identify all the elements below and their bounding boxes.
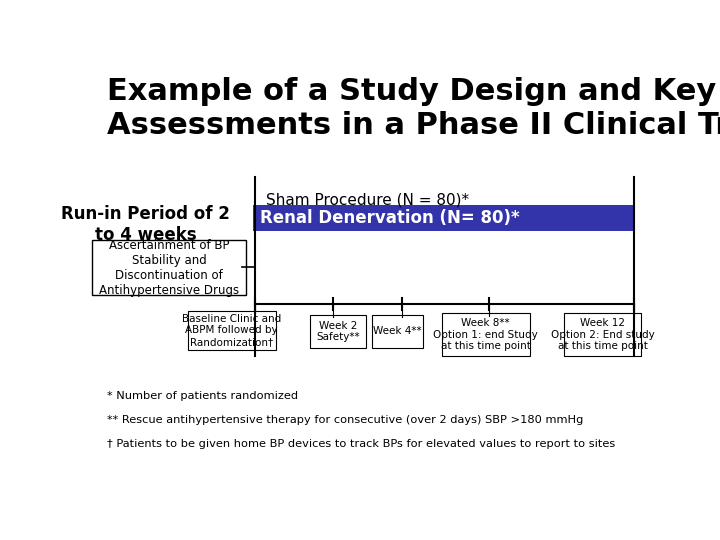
Text: Week 8**
Option 1: end Study
at this time point: Week 8** Option 1: end Study at this tim… — [433, 318, 538, 351]
Text: Example of a Study Design and Key
Assessments in a Phase II Clinical Trial: Example of a Study Design and Key Assess… — [107, 77, 720, 140]
FancyBboxPatch shape — [310, 315, 366, 348]
Text: Renal Denervation (N= 80)*: Renal Denervation (N= 80)* — [260, 209, 519, 227]
FancyBboxPatch shape — [253, 205, 635, 231]
Text: ** Rescue antihypertensive therapy for consecutive (over 2 days) SBP >180 mmHg: ** Rescue antihypertensive therapy for c… — [107, 415, 583, 426]
Text: Ascertainment of BP
Stability and
Discontinuation of
Antihypertensive Drugs: Ascertainment of BP Stability and Discon… — [99, 239, 239, 296]
FancyBboxPatch shape — [564, 313, 642, 356]
FancyBboxPatch shape — [92, 240, 246, 295]
Text: Week 4**: Week 4** — [373, 326, 422, 336]
Text: † Patients to be given home BP devices to track BPs for elevated values to repor: † Patients to be given home BP devices t… — [107, 440, 615, 449]
FancyBboxPatch shape — [441, 313, 530, 356]
Text: Sham Procedure (N = 80)*: Sham Procedure (N = 80)* — [266, 192, 469, 207]
Text: Baseline Clinic and
ABPM followed by
Randomization†: Baseline Clinic and ABPM followed by Ran… — [182, 314, 282, 347]
FancyBboxPatch shape — [188, 312, 276, 349]
Text: Week 12
Option 2: End study
at this time point: Week 12 Option 2: End study at this time… — [551, 318, 654, 351]
Text: Week 2
Safety**: Week 2 Safety** — [317, 321, 360, 342]
Text: * Number of patients randomized: * Number of patients randomized — [107, 391, 298, 401]
FancyBboxPatch shape — [372, 315, 423, 348]
Text: Run-in Period of 2
to 4 weeks: Run-in Period of 2 to 4 weeks — [61, 206, 230, 244]
